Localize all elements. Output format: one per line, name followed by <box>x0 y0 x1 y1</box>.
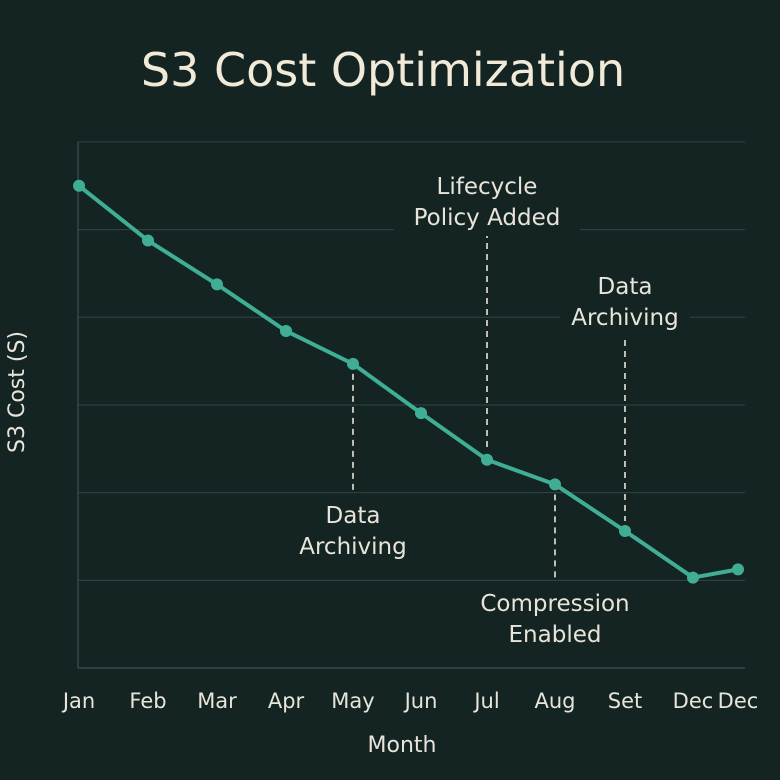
x-tick-label-0: Jan <box>61 689 95 713</box>
chart-title: S3 Cost Optimization <box>141 43 625 97</box>
data-point-8 <box>619 525 631 537</box>
data-point-2 <box>211 278 223 291</box>
annotation-label-0-line-1: Policy Added <box>414 205 561 231</box>
data-point-1 <box>142 234 154 247</box>
annotation-label-1-line-0: Data <box>598 274 653 300</box>
x-axis-label: Month <box>368 733 437 758</box>
data-point-10 <box>732 563 744 576</box>
x-tick-label-8: Set <box>608 689 642 713</box>
annotation-bg-3 <box>465 584 645 653</box>
annotation-lines <box>352 232 626 578</box>
data-point-5 <box>415 407 427 420</box>
data-point-4 <box>347 357 359 370</box>
annotation-bg-1 <box>560 267 690 336</box>
x-tick-label-1: Feb <box>129 689 166 713</box>
annotation-label-3-line-0: Compression <box>480 591 629 617</box>
annotation-labels: Lifecycle Policy Added Data Archiving Data Ar… <box>288 167 690 653</box>
annotation-bg-2 <box>288 496 418 565</box>
y-axis-label: S3 Cost (S) <box>5 331 30 453</box>
data-point-3 <box>280 324 292 337</box>
x-tick-label-2: Mar <box>197 689 237 713</box>
data-point-9 <box>687 571 699 584</box>
annotation-label-3-line-1: Enabled <box>509 622 602 648</box>
annotation-label-2-line-1: Archiving <box>299 534 406 560</box>
x-tick-label-7: Aug <box>534 689 575 713</box>
annotation-label-0-line-0: Lifecycle <box>437 174 538 200</box>
annotation-label-1-line-1: Archiving <box>571 305 678 331</box>
data-point-6 <box>481 453 493 466</box>
x-tick-label-10: Dec <box>718 689 759 713</box>
annotation-bg-0 <box>394 167 580 236</box>
annotation-label-2-line-0: Data <box>326 503 381 529</box>
x-tick-label-6: Jul <box>472 689 499 713</box>
data-point-0 <box>73 179 85 192</box>
x-tick-label-3: Apr <box>268 689 305 713</box>
x-tick-label-4: May <box>331 689 374 713</box>
series-layer <box>73 179 744 584</box>
x-tick-labels: Jan Feb Mar Apr May Jun Jul Aug Set Dec Dec <box>61 689 759 713</box>
x-tick-label-9: Dec <box>673 689 714 713</box>
data-point-7 <box>549 478 561 491</box>
x-tick-label-5: Jun <box>403 689 438 713</box>
